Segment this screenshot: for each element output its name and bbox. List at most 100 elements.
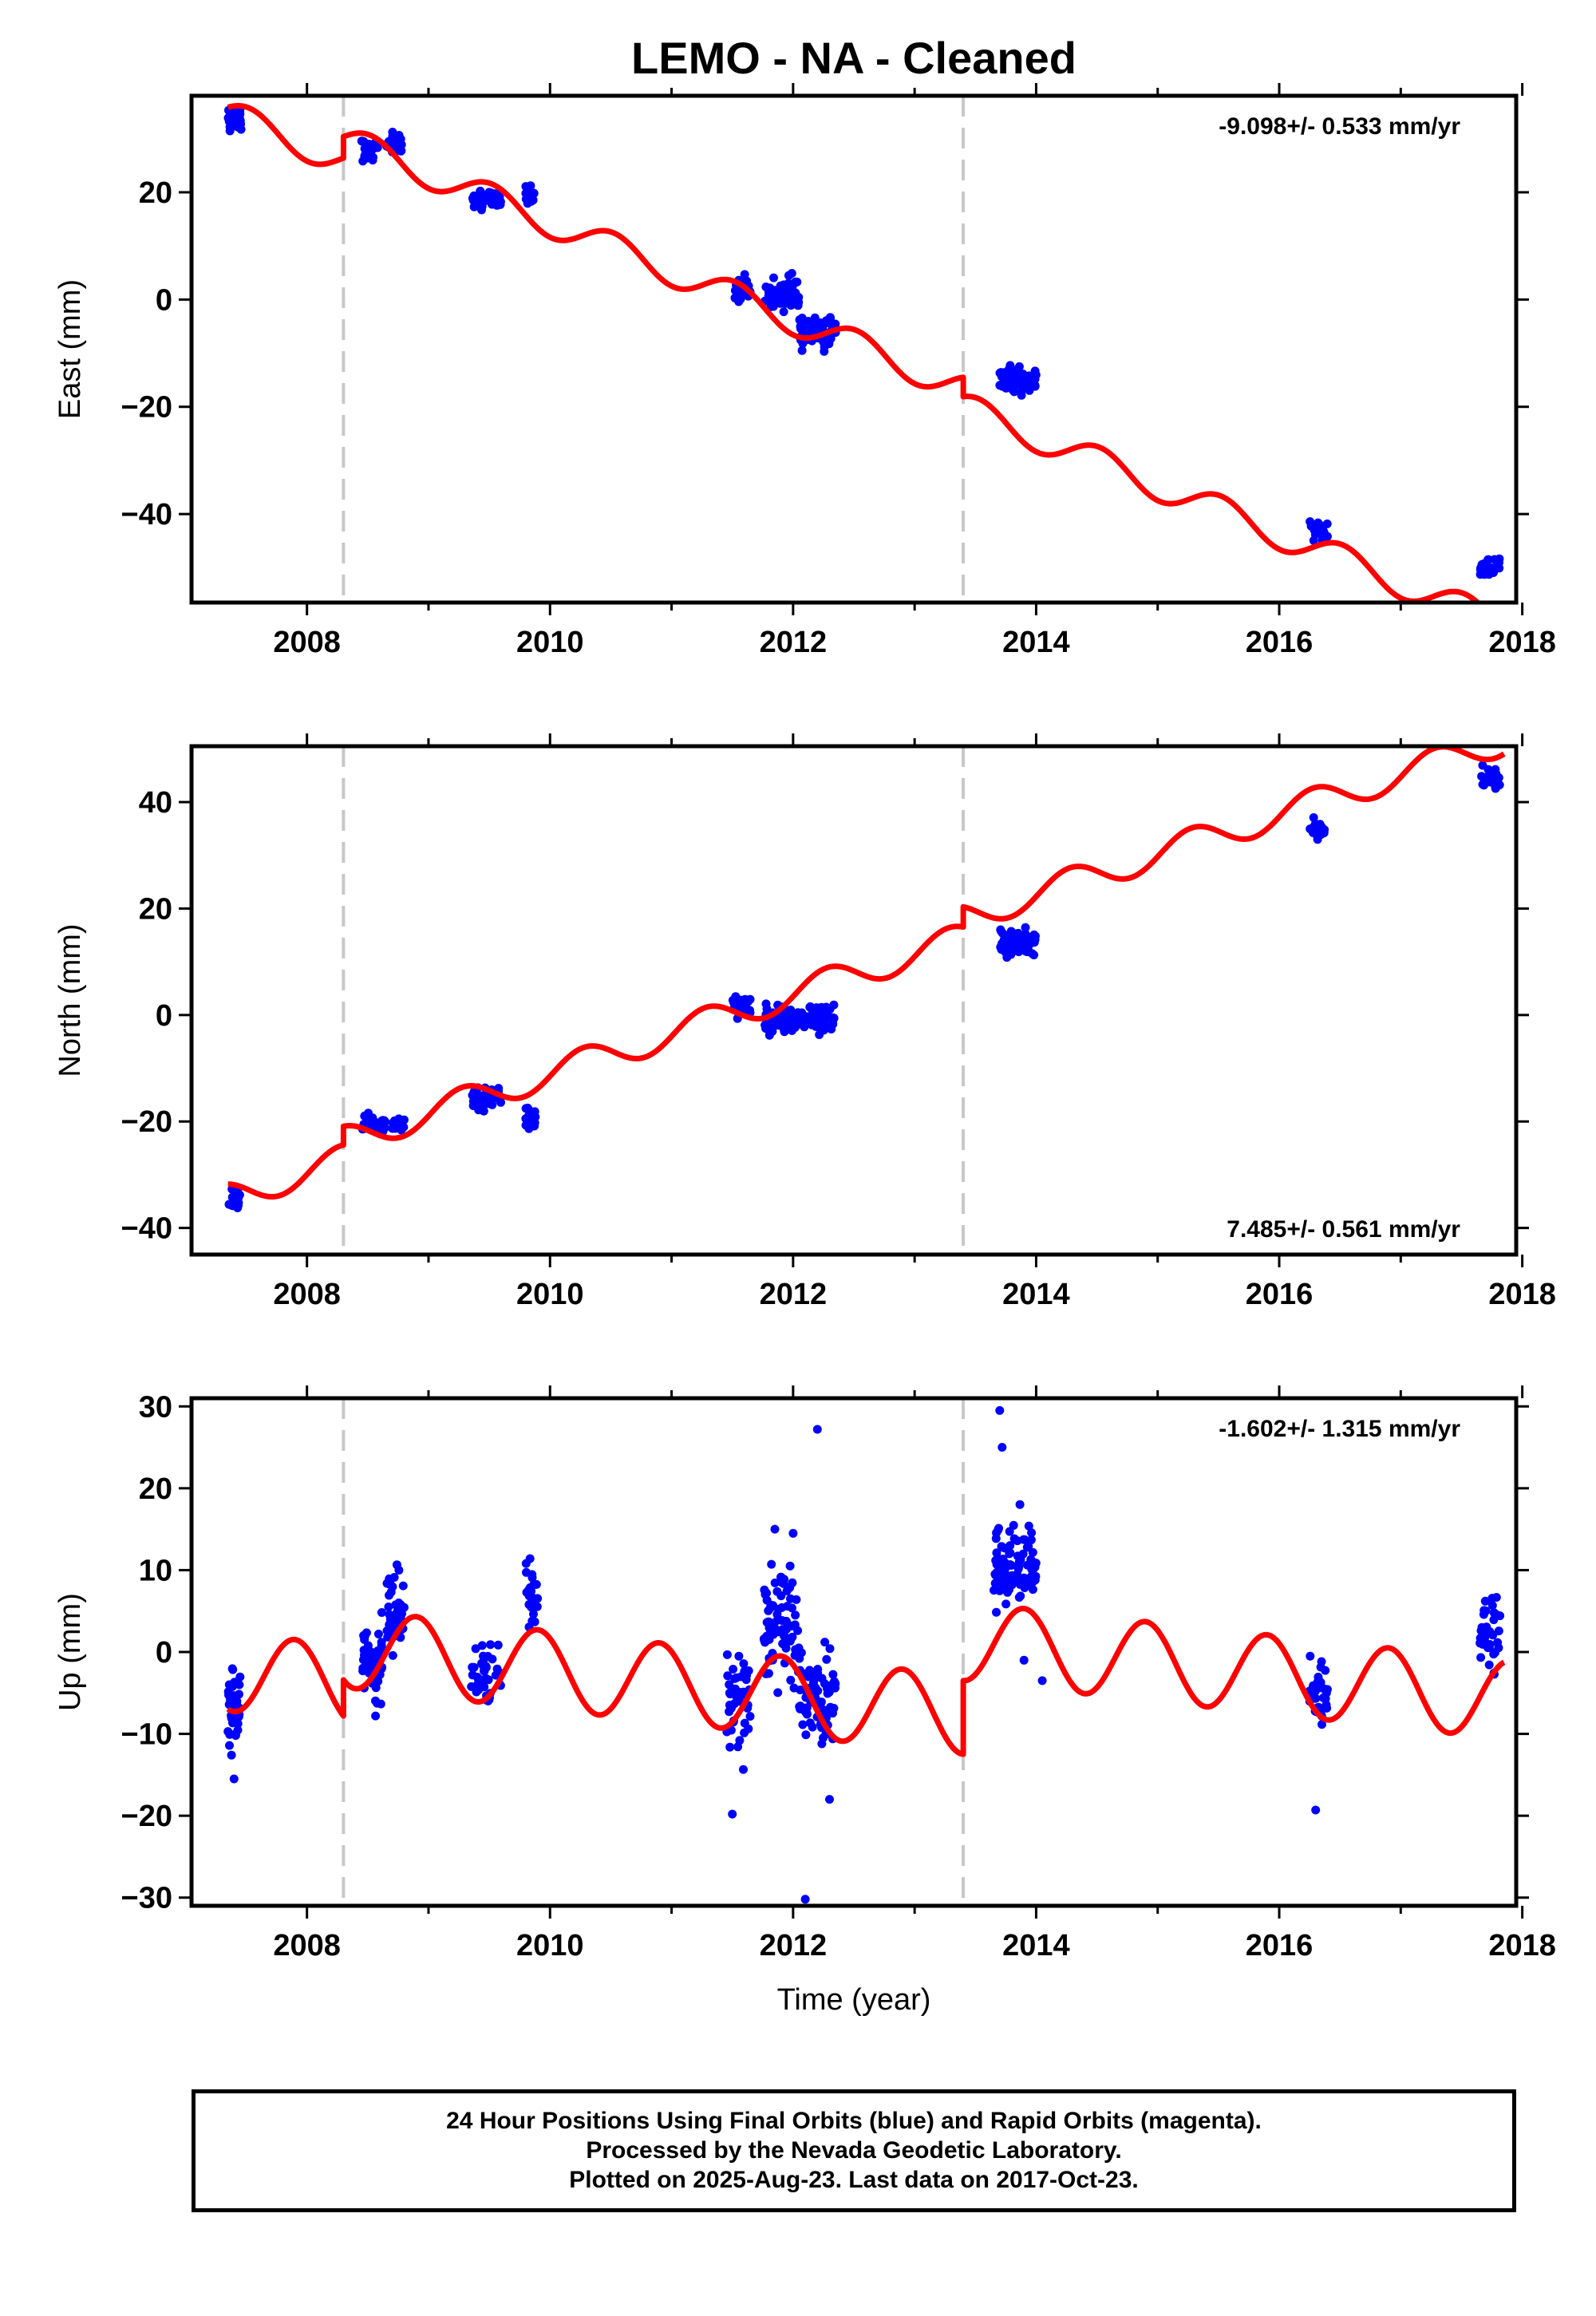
up-data-point-466 — [990, 1586, 998, 1595]
up-data-point-478 — [1008, 1578, 1017, 1587]
north-frame — [189, 744, 1519, 1257]
up-data-point-80 — [377, 1608, 386, 1617]
north-data-point-240 — [802, 1012, 811, 1022]
up-data-point-22 — [231, 1729, 240, 1738]
north-data-point-109 — [468, 1097, 478, 1106]
east-ytick-label-20: 20 — [139, 176, 172, 210]
up-data-point-128 — [383, 1632, 393, 1642]
east-data-point-390 — [1322, 519, 1332, 528]
up-data-point-208 — [740, 1728, 749, 1737]
east-data-point-170 — [742, 276, 752, 286]
east-data-point-371 — [1008, 381, 1017, 390]
north-data-point-104 — [478, 1092, 488, 1101]
up-data-point-309 — [770, 1578, 780, 1587]
north-data-point-251 — [816, 1002, 826, 1012]
up-data-point-346 — [813, 1665, 823, 1674]
up-data-point-186 — [529, 1610, 538, 1618]
east-data-point-204 — [769, 273, 778, 283]
east-xtick-label-2008: 2008 — [273, 626, 341, 659]
up-data-point-561 — [728, 1809, 737, 1819]
north-data-point-231 — [815, 1030, 824, 1039]
east-data-point-366 — [1015, 380, 1025, 389]
up-data-layer — [223, 1398, 1507, 1906]
up-data-point-232 — [730, 1674, 740, 1683]
north-ytick-label-20: 20 — [139, 892, 172, 926]
east-data-point-396 — [1319, 527, 1329, 536]
north-data-point-245 — [761, 999, 771, 1009]
up-data-point-477 — [1016, 1591, 1025, 1601]
east-data-point-356 — [1017, 387, 1026, 397]
up-data-point-16 — [234, 1712, 243, 1721]
east-data-point-25 — [233, 122, 243, 132]
up-data-point-81 — [361, 1664, 370, 1674]
north-data-point-18 — [227, 1200, 236, 1210]
up-data-point-455 — [1009, 1534, 1019, 1543]
east-data-point-372 — [1028, 379, 1037, 389]
up-data-point-218 — [739, 1765, 748, 1774]
up-data-point-70 — [377, 1638, 386, 1647]
up-data-point-303 — [773, 1688, 783, 1697]
north-data-point-326 — [1018, 938, 1028, 947]
east-data-point-280 — [824, 339, 834, 349]
up-data-point-395 — [820, 1638, 830, 1647]
up-data-point-436 — [1024, 1521, 1033, 1531]
up-data-point-401 — [827, 1707, 836, 1716]
north-data-point-244 — [785, 1013, 795, 1022]
north-data-point-74 — [388, 1118, 397, 1128]
north-ytick-label--20: −20 — [121, 1105, 172, 1139]
up-data-point-30 — [235, 1672, 245, 1682]
north-data-point-310 — [1021, 923, 1030, 932]
up-data-point-489 — [1005, 1527, 1014, 1536]
up-data-point-555 — [1491, 1593, 1501, 1602]
up-data-point-312 — [777, 1616, 787, 1625]
east-data-point-73 — [394, 131, 404, 140]
east-data-point-233 — [784, 291, 793, 301]
up-data-point-290 — [791, 1611, 800, 1620]
up-data-point-396 — [805, 1718, 815, 1728]
north-data-point-378 — [1478, 761, 1487, 770]
up-data-point-37 — [235, 1690, 243, 1699]
north-data-point-259 — [760, 1021, 770, 1030]
east-data-point-214 — [787, 269, 796, 278]
up-data-point-120 — [392, 1560, 401, 1570]
north-data-point-327 — [1029, 930, 1039, 939]
footer-line-3: Plotted on 2025-Aug-23. Last data on 201… — [569, 2167, 1139, 2193]
north-data-point-127 — [524, 1124, 534, 1133]
north-data-point-54 — [377, 1117, 386, 1126]
north-model-curve — [226, 746, 1507, 1200]
up-data-point-512 — [1322, 1703, 1332, 1713]
up-data-point-36 — [227, 1664, 237, 1674]
north-data-point-330 — [1001, 941, 1010, 950]
east-xtick-label-2012: 2012 — [760, 626, 828, 659]
north-data-point-320 — [1013, 928, 1023, 938]
north-data-point-111 — [496, 1097, 505, 1107]
up-data-point-236 — [725, 1701, 734, 1709]
up-data-point-568 — [1311, 1805, 1321, 1815]
up-data-point-461 — [992, 1548, 1001, 1558]
up-data-point-243 — [733, 1696, 742, 1705]
east-data-point-364 — [997, 370, 1006, 380]
up-data-point-471 — [1029, 1558, 1039, 1567]
up-data-point-203 — [725, 1742, 735, 1752]
north-xtick-label-2010: 2010 — [516, 1278, 584, 1311]
up-data-point-89 — [360, 1634, 369, 1644]
up-data-point-488 — [1007, 1571, 1017, 1580]
up-data-point-487 — [1021, 1574, 1030, 1583]
up-data-point-292 — [772, 1587, 782, 1596]
up-data-point-163 — [468, 1662, 477, 1672]
east-data-point-293 — [797, 314, 807, 322]
up-data-point-99 — [398, 1581, 408, 1591]
east-data-point-54 — [365, 140, 374, 149]
north-data-point-241 — [808, 1017, 817, 1026]
up-data-point-86 — [371, 1683, 381, 1693]
east-data-layer — [223, 96, 1504, 603]
up-data-point-77 — [371, 1711, 381, 1721]
east-data-point-83 — [388, 128, 397, 136]
east-data-point-380 — [1306, 517, 1315, 527]
north-data-point-261 — [786, 1006, 796, 1014]
east-ytick-label-0: 0 — [156, 283, 172, 317]
north-data-point-105 — [474, 1105, 484, 1115]
up-data-point-464 — [1031, 1571, 1041, 1581]
up-data-point-140 — [471, 1644, 480, 1654]
